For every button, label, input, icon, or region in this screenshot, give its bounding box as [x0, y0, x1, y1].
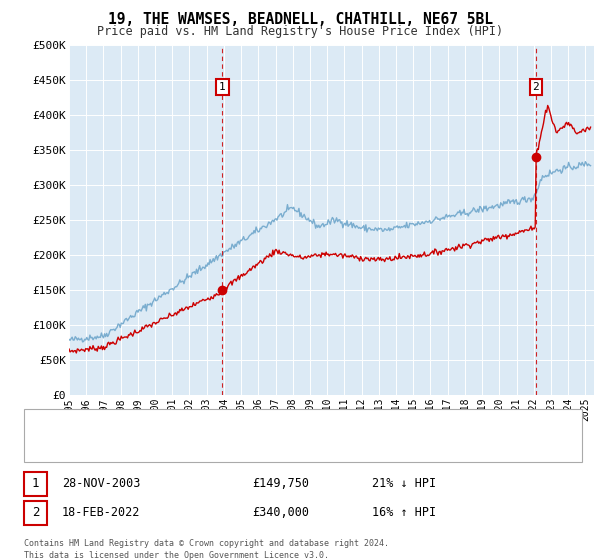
Text: 2: 2	[32, 506, 39, 520]
Text: 18-FEB-2022: 18-FEB-2022	[62, 506, 140, 520]
Text: —: —	[30, 415, 40, 433]
Text: Price paid vs. HM Land Registry's House Price Index (HPI): Price paid vs. HM Land Registry's House …	[97, 25, 503, 38]
Text: 1: 1	[32, 477, 39, 491]
Text: 19, THE WAMSES, BEADNELL, CHATHILL, NE67 5BL: 19, THE WAMSES, BEADNELL, CHATHILL, NE67…	[107, 12, 493, 27]
Text: 2: 2	[532, 82, 539, 92]
Text: £149,750: £149,750	[252, 477, 309, 491]
Text: 28-NOV-2003: 28-NOV-2003	[62, 477, 140, 491]
Text: Contains HM Land Registry data © Crown copyright and database right 2024.: Contains HM Land Registry data © Crown c…	[24, 539, 389, 548]
Text: 21% ↓ HPI: 21% ↓ HPI	[372, 477, 436, 491]
Text: HPI: Average price, detached house, Northumberland: HPI: Average price, detached house, Nort…	[69, 442, 382, 452]
Text: ————: ————	[30, 441, 60, 454]
Text: £340,000: £340,000	[252, 506, 309, 520]
Text: This data is licensed under the Open Government Licence v3.0.: This data is licensed under the Open Gov…	[24, 551, 329, 560]
Text: ————: ————	[30, 417, 60, 430]
Text: 16% ↑ HPI: 16% ↑ HPI	[372, 506, 436, 520]
Text: 1: 1	[219, 82, 226, 92]
Text: 19, THE WAMSES, BEADNELL, CHATHILL, NE67 5BL (detached house): 19, THE WAMSES, BEADNELL, CHATHILL, NE67…	[69, 419, 450, 429]
